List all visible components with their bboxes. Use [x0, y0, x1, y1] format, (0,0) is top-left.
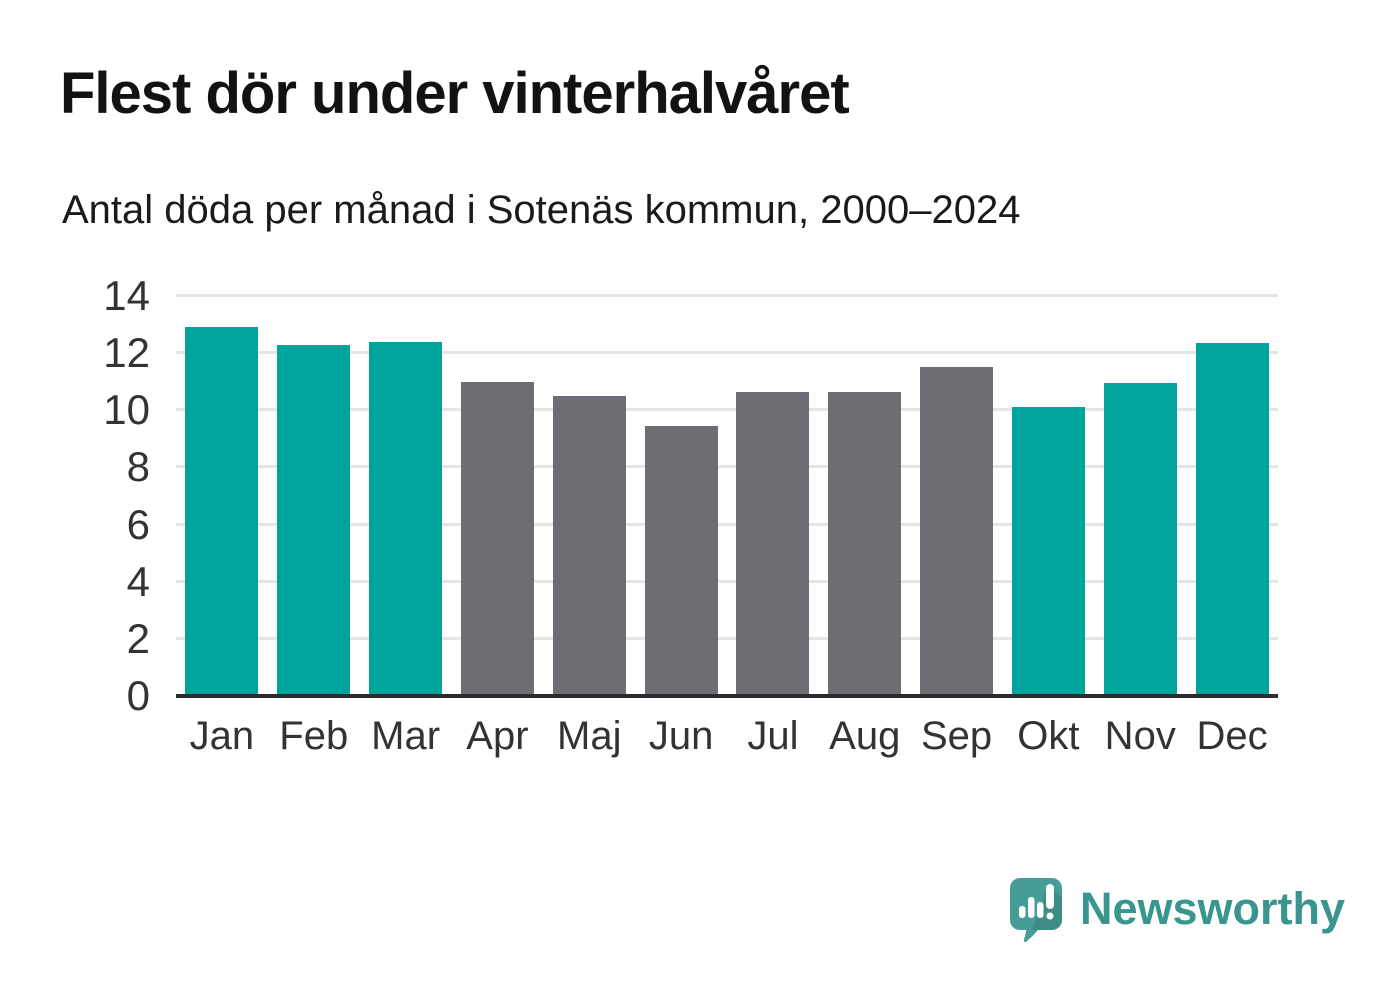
x-axis-label-mar: Mar	[371, 714, 441, 758]
bar-sep	[920, 367, 994, 696]
logo-bar-3	[1037, 902, 1044, 918]
y-axis-tick-10: 10	[103, 386, 150, 434]
newsworthy-logo-icon	[1010, 878, 1062, 943]
gridline-4	[176, 579, 1278, 583]
bar-jan	[185, 327, 259, 696]
bar-okt	[1011, 407, 1085, 696]
logo-exclamation-dot	[1046, 912, 1054, 920]
bar-chart-plot-area	[176, 294, 1278, 698]
gridline-8	[176, 465, 1278, 469]
x-axis-label-apr: Apr	[466, 714, 529, 758]
gridline-14	[176, 294, 1278, 297]
x-axis-label-nov: Nov	[1104, 714, 1176, 758]
bar-jun	[644, 426, 718, 696]
bar-nov	[1103, 383, 1177, 696]
x-axis-label-maj: Maj	[557, 714, 622, 758]
bar-maj	[552, 396, 626, 696]
y-axis-tick-8: 8	[126, 443, 150, 491]
x-axis-label-jul: Jul	[747, 714, 799, 758]
chart-title: Flest dör under vinterhalvåret	[60, 61, 850, 126]
gridline-12	[176, 351, 1278, 355]
bar-jul	[736, 391, 810, 696]
y-axis-tick-14: 14	[103, 272, 150, 319]
bar-apr	[460, 381, 534, 696]
bar-aug	[828, 391, 902, 696]
bar-mar	[369, 341, 443, 696]
x-axis-label-sep: Sep	[920, 714, 993, 758]
gridline-2	[176, 636, 1278, 640]
x-axis-label-jun: Jun	[648, 714, 714, 758]
gridline-10	[176, 408, 1278, 412]
gridline-6	[176, 522, 1278, 526]
brand-wordmark: Newsworthy	[1080, 883, 1346, 934]
x-axis-label-feb: Feb	[279, 714, 349, 758]
y-axis-tick-12: 12	[103, 329, 150, 377]
logo-exclamation-bar	[1046, 884, 1054, 909]
x-axis-label-aug: Aug	[829, 714, 901, 758]
x-axis-label-dec: Dec	[1196, 714, 1268, 758]
bar-dec	[1195, 343, 1269, 696]
x-axis-baseline	[176, 694, 1278, 698]
y-axis-tick-0: 0	[126, 672, 150, 719]
logo-bar-1	[1019, 906, 1026, 918]
y-axis-tick-4: 4	[126, 557, 150, 605]
y-axis-tick-6: 6	[126, 500, 150, 548]
logo-bar-2	[1028, 897, 1035, 918]
chart-subtitle: Antal döda per månad i Sotenäs kommun, 2…	[62, 188, 1021, 232]
x-axis-label-jan: Jan	[189, 714, 255, 758]
bar-feb	[277, 344, 351, 696]
x-axis-label-okt: Okt	[1017, 714, 1080, 758]
y-axis-tick-2: 2	[126, 614, 150, 662]
